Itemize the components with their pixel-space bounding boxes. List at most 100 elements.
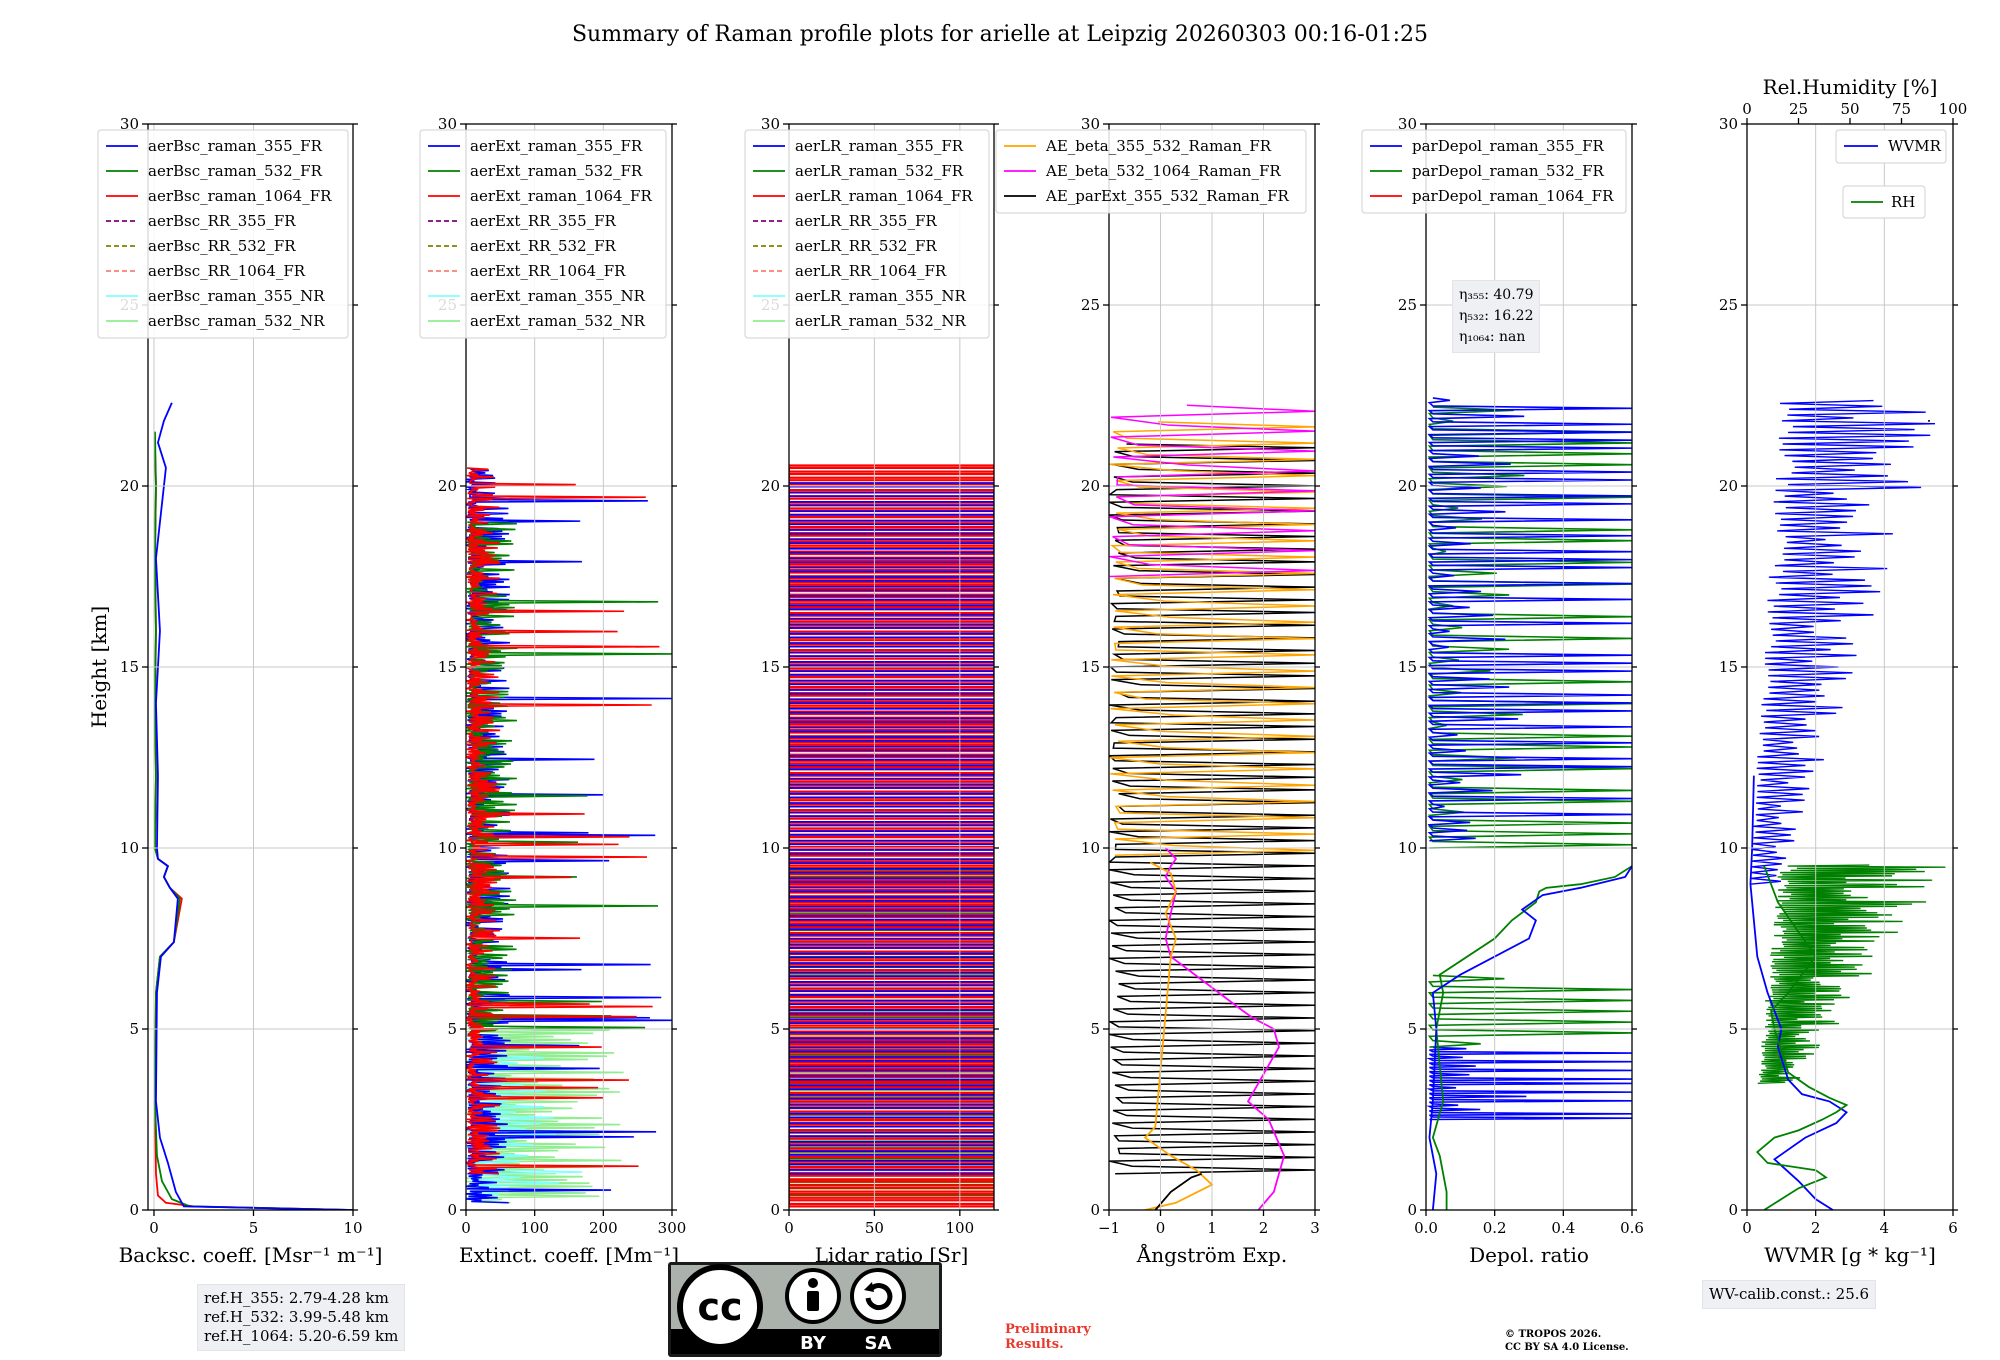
angstrom-trace-black <box>1109 443 1315 1175</box>
top-x-tick-label: 100 <box>1939 100 1968 118</box>
extinction-trace-red <box>466 467 660 1175</box>
legend-box <box>1842 185 1926 219</box>
legend-label: WVMR <box>1888 137 1942 155</box>
x-tick-label: 6 <box>1948 1219 1958 1237</box>
x-tick-label: 0 <box>461 1219 471 1237</box>
preliminary-line-2: Results. <box>1005 1337 1064 1352</box>
y-tick-label: 20 <box>761 477 780 495</box>
depol-trace-green <box>1427 406 1632 849</box>
y-tick-label: 0 <box>1090 1201 1100 1219</box>
legend-ae: AE_beta_355_532_Raman_FR AE_beta_532_1064… <box>995 129 1307 214</box>
legend-label: aerExt_raman_532_NR <box>470 312 646 330</box>
legend-label: aerLR_raman_532_FR <box>795 162 964 180</box>
copyright-line-2: CC BY SA 4.0 License. <box>1505 1342 1629 1353</box>
y-tick-label: 30 <box>1081 115 1100 133</box>
panel-bsc: 0510152025300510Backsc. coeff. [Msr⁻¹ m⁻… <box>97 115 383 1267</box>
y-tick-label: 20 <box>438 477 457 495</box>
x-tick-label: 200 <box>589 1219 618 1237</box>
x-axis-label: Ångström Exp. <box>1136 1242 1287 1267</box>
plot-area <box>154 402 353 1210</box>
legend-label: parDepol_raman_532_FR <box>1412 162 1605 180</box>
x-tick-label: −1 <box>1098 1219 1120 1237</box>
plot-area <box>466 467 672 1204</box>
legend-label: aerExt_RR_532_FR <box>470 237 617 255</box>
wv-calibration-box: WV-calib.const.: 25.6 <box>1702 1280 1877 1309</box>
y-tick-label: 0 <box>1407 1201 1417 1219</box>
x-tick-label: 0.4 <box>1551 1219 1575 1237</box>
y-tick-label: 5 <box>770 1020 780 1038</box>
y-tick-label: 10 <box>1398 839 1417 857</box>
y-tick-label: 5 <box>1407 1020 1417 1038</box>
top-x-tick-label: 0 <box>1742 100 1752 118</box>
legend-label: aerLR_RR_1064_FR <box>795 262 947 280</box>
x-tick-label: 0 <box>1742 1219 1752 1237</box>
preliminary-line-1: Preliminary <box>1005 1322 1091 1337</box>
y-tick-label: 25 <box>1081 296 1100 314</box>
x-tick-label: 100 <box>946 1219 975 1237</box>
x-tick-label: 1 <box>1207 1219 1217 1237</box>
eta-532: η₅₃₂: 16.22 <box>1459 308 1534 324</box>
legend-label: aerExt_RR_355_FR <box>470 212 617 230</box>
ref-height-532: ref.H_532: 3.99-5.48 km <box>204 1308 389 1326</box>
series-parDepol_raman_355_FR <box>1428 865 1632 1210</box>
series-AE_parExt_355_532_Raman_FR <box>1154 1172 1202 1210</box>
cc-by-sa-license-logo: cc BY SA <box>668 1262 942 1357</box>
y-tick-label: 0 <box>129 1201 139 1219</box>
legend-label: aerExt_raman_532_FR <box>470 162 643 180</box>
legend-label: aerBsc_RR_355_FR <box>148 212 296 230</box>
y-tick-label: 20 <box>1719 477 1738 495</box>
y-tick-label: 15 <box>761 658 780 676</box>
y-tick-label: 10 <box>1719 839 1738 857</box>
y-tick-label: 25 <box>1398 296 1417 314</box>
legend-label: AE_parExt_355_532_Raman_FR <box>1045 187 1290 205</box>
x-tick-label: 0 <box>1156 1219 1166 1237</box>
x-tick-label: 3 <box>1310 1219 1320 1237</box>
y-tick-label: 20 <box>1081 477 1100 495</box>
x-tick-label: 5 <box>249 1219 259 1237</box>
eta-355: η₃₅₅: 40.79 <box>1459 287 1534 303</box>
top-x-tick-label: 75 <box>1892 100 1911 118</box>
copyright-line-1: © TROPOS 2026. <box>1505 1329 1602 1340</box>
legend-wvmr: WVMR <box>1835 129 1947 164</box>
angstrom-trace-magenta <box>1109 404 1315 578</box>
wvmr-point <box>1927 419 1930 422</box>
y-tick-label: 30 <box>761 115 780 133</box>
x-axis-label: Backsc. coeff. [Msr⁻¹ m⁻¹] <box>119 1243 383 1267</box>
legend-lr: aerLR_raman_355_FR aerLR_raman_532_FR aerL… <box>744 129 990 339</box>
depol-trace-blue <box>1426 1046 1632 1121</box>
x-tick-label: 10 <box>343 1219 362 1237</box>
legend-label: aerBsc_raman_532_NR <box>148 312 325 330</box>
y-tick-label: 5 <box>447 1020 457 1038</box>
share-alike-icon <box>850 1268 906 1324</box>
y-tick-label: 30 <box>1719 115 1738 133</box>
series-parDepol_raman_532_FR <box>1431 865 1632 1210</box>
legend-label: aerBsc_raman_355_FR <box>148 137 323 155</box>
depol-eta-box: η₃₅₅: 40.79 η₅₃₂: 16.22 η₁₀₆₄: nan <box>1452 280 1541 353</box>
y-tick-label: 15 <box>1398 658 1417 676</box>
legend-label: parDepol_raman_355_FR <box>1412 137 1605 155</box>
legend-label: aerLR_RR_355_FR <box>795 212 937 230</box>
series-RH <box>1755 865 1849 1210</box>
x-axis-label: Depol. ratio <box>1469 1243 1589 1267</box>
series-WVMR <box>1749 775 1848 1210</box>
reference-height-box: ref.H_355: 2.79-4.28 km ref.H_532: 3.99-… <box>197 1284 406 1351</box>
x-tick-label: 100 <box>520 1219 549 1237</box>
legend-depol: parDepol_raman_355_FR parDepol_raman_532_… <box>1361 129 1627 214</box>
x-tick-label: 2 <box>1811 1219 1821 1237</box>
x-tick-label: 0 <box>784 1219 794 1237</box>
lidar-ratio-trace-red <box>789 464 994 1208</box>
x-tick-label: 4 <box>1880 1219 1890 1237</box>
y-tick-label: 15 <box>438 658 457 676</box>
depol-trace-green <box>1427 974 1632 1048</box>
legend-rh: RH <box>1842 185 1926 219</box>
y-tick-label: 15 <box>1719 658 1738 676</box>
series-aerBsc_raman_355_FR <box>155 402 353 1210</box>
top-x-axis-label: Rel.Humidity [%] <box>1763 75 1938 99</box>
panel-ext: 0510152025300100200300Extinct. coeff. [M… <box>419 115 686 1267</box>
plot-area <box>1426 397 1632 1210</box>
x-tick-label: 0.0 <box>1414 1219 1438 1237</box>
legend-label: AE_beta_532_1064_Raman_FR <box>1045 162 1281 180</box>
x-tick-label: 0 <box>149 1219 159 1237</box>
